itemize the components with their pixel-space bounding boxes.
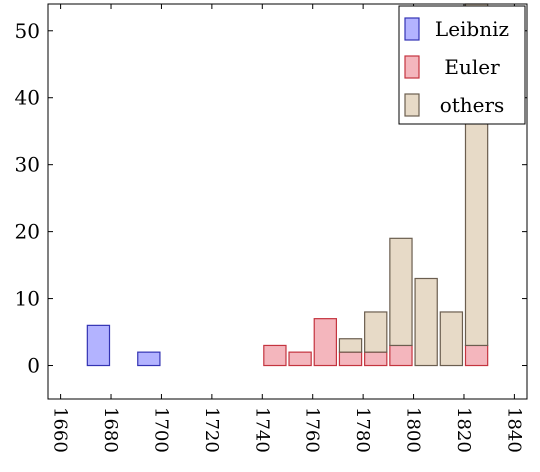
legend-label-leibniz: Leibniz — [435, 17, 509, 41]
bar-leibniz-1695 — [137, 351, 161, 367]
legend-box — [398, 5, 526, 125]
x-tick-label-1840: 1840 — [503, 407, 524, 453]
bar-others-1815 — [439, 311, 464, 367]
y-tick-label-0: 0 — [27, 354, 40, 378]
x-tick-label-1820: 1820 — [453, 407, 474, 453]
y-tick-label-40: 40 — [15, 86, 40, 110]
y-tick-label-30: 30 — [15, 153, 40, 177]
bar-euler-1825 — [464, 344, 489, 367]
bar-euler-1775 — [338, 351, 363, 367]
x-tick-label-1800: 1800 — [403, 407, 424, 453]
legend-swatch-others — [404, 93, 420, 117]
axes-layer: 0 10 20 30 40 50 1660 1680 1700 1720 1740 1760 1780 1… — [15, 3, 528, 453]
plot-frame — [47, 3, 528, 400]
y-tick-label-10: 10 — [15, 287, 40, 311]
bar-others-1805 — [414, 277, 438, 367]
legend: Leibniz Euler others — [398, 5, 526, 125]
bar-leibniz-1675 — [86, 324, 111, 367]
x-tick-label-1720: 1720 — [201, 407, 222, 453]
legend-label-others: others — [440, 93, 505, 117]
x-tick-label-1740: 1740 — [251, 407, 272, 453]
x-tick-label-1680: 1680 — [100, 407, 121, 453]
bar-others-1785 — [364, 311, 388, 353]
y-tick-label-20: 20 — [15, 220, 40, 244]
bar-others-1795 — [389, 237, 413, 347]
x-tick-label-1660: 1660 — [50, 407, 71, 453]
legend-swatch-euler — [404, 55, 420, 79]
bar-euler-1745 — [263, 344, 287, 367]
legend-swatch-leibniz — [404, 17, 420, 41]
bar-euler-1765 — [313, 318, 338, 367]
y-tick-label-50: 50 — [15, 19, 40, 43]
x-tick-label-1760: 1760 — [302, 407, 323, 453]
bar-others-1775 — [338, 338, 363, 353]
bar-euler-1785 — [364, 351, 388, 367]
bar-euler-1795 — [389, 344, 413, 367]
legend-label-euler: Euler — [444, 55, 500, 79]
bar-euler-1755 — [288, 351, 312, 367]
x-tick-label-1780: 1780 — [352, 407, 373, 453]
x-tick-label-1700: 1700 — [150, 407, 171, 453]
